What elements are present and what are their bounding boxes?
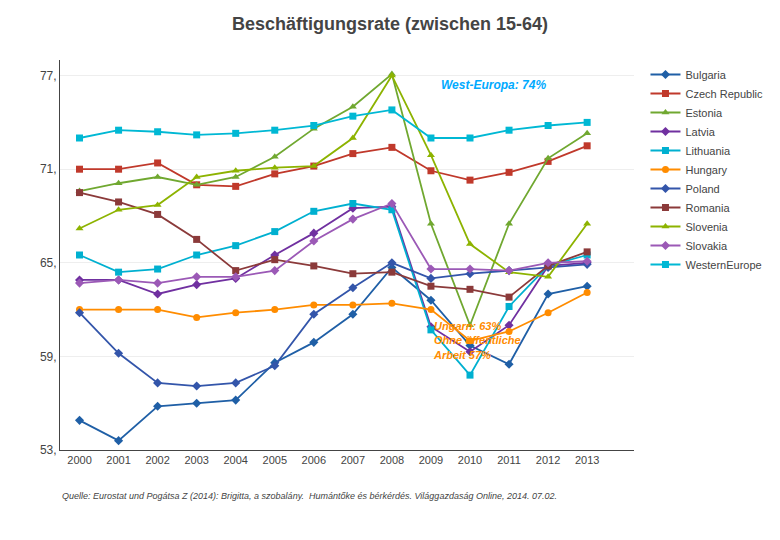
svg-text:Hungary: Hungary	[685, 164, 727, 176]
svg-text:2001: 2001	[106, 454, 130, 466]
svg-text:2007: 2007	[341, 454, 365, 466]
svg-text:2009: 2009	[419, 454, 443, 466]
svg-text:59,: 59,	[40, 350, 57, 364]
svg-text:71,: 71,	[40, 162, 57, 176]
svg-text:Quelle: Eurostat und Pogátsa Z: Quelle: Eurostat und Pogátsa Z (2014): B…	[62, 491, 557, 501]
svg-text:2011: 2011	[497, 454, 521, 466]
svg-text:Lithuania: Lithuania	[685, 145, 731, 157]
svg-text:Ungarn: 63%Ohne öffentlicheArb: Ungarn: 63%Ohne öffentlicheArbeit 57%	[433, 320, 521, 361]
svg-text:2000: 2000	[67, 454, 91, 466]
svg-text:2006: 2006	[302, 454, 326, 466]
svg-text:Poland: Poland	[685, 183, 719, 195]
svg-text:2003: 2003	[184, 454, 208, 466]
svg-text:2005: 2005	[263, 454, 287, 466]
svg-text:2010: 2010	[458, 454, 482, 466]
svg-text:65,: 65,	[40, 256, 57, 270]
svg-text:Beschäftigungsrate (zwischen 1: Beschäftigungsrate (zwischen 15-64)	[232, 14, 548, 34]
svg-text:2013: 2013	[575, 454, 599, 466]
svg-text:Bulgaria: Bulgaria	[685, 69, 726, 81]
svg-text:Romania: Romania	[685, 202, 730, 214]
svg-text:Czech Republic: Czech Republic	[685, 88, 763, 100]
svg-text:2004: 2004	[223, 454, 247, 466]
svg-text:2002: 2002	[145, 454, 169, 466]
svg-text:53,: 53,	[40, 443, 57, 457]
svg-text:Slovakia: Slovakia	[685, 240, 727, 252]
svg-text:West-Europa: 74%: West-Europa: 74%	[441, 78, 546, 92]
svg-text:Estonia: Estonia	[685, 107, 723, 119]
svg-text:2008: 2008	[380, 454, 404, 466]
svg-text:Slovenia: Slovenia	[685, 221, 728, 233]
svg-text:WesternEurope: WesternEurope	[685, 259, 761, 271]
svg-text:Latvia: Latvia	[685, 126, 715, 138]
svg-text:77,: 77,	[40, 69, 57, 83]
svg-text:2012: 2012	[536, 454, 560, 466]
